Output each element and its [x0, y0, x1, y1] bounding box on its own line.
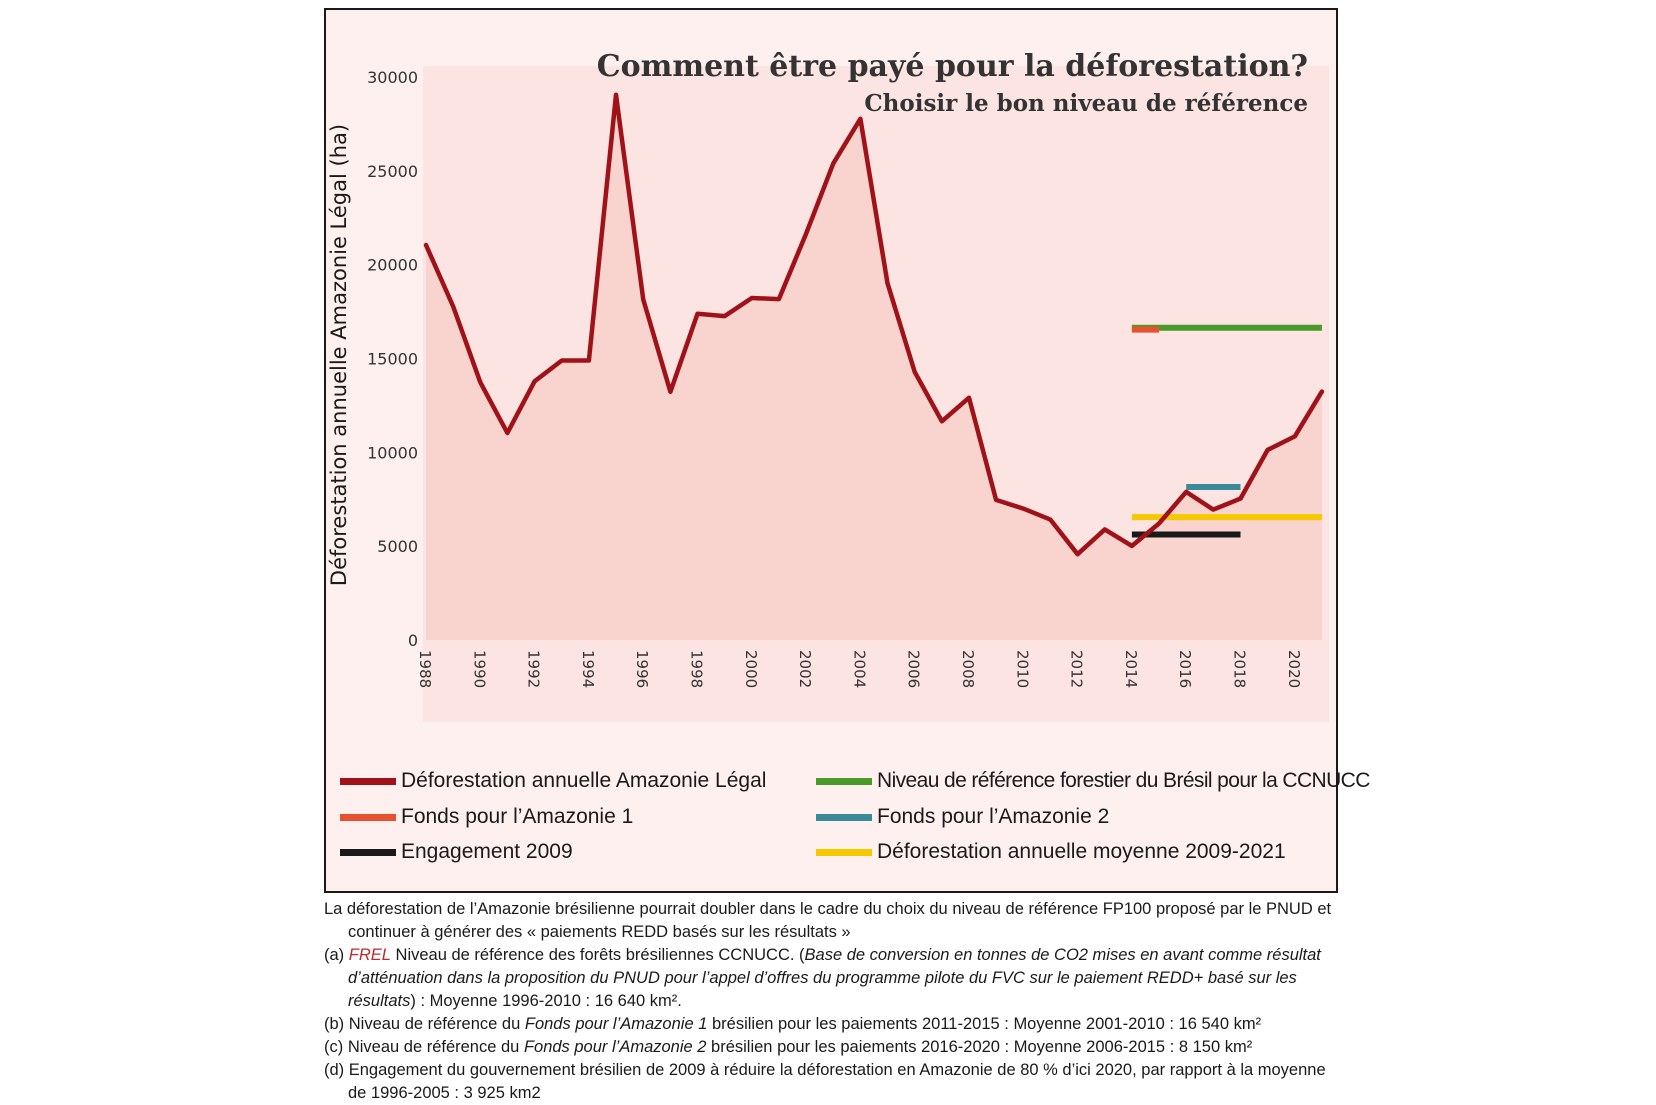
caption-note-b: (b) Niveau de référence du Fonds pour l’…: [324, 1013, 1344, 1036]
chart-subtitle: Choisir le bon niveau de référence: [864, 90, 1308, 117]
legend-item-fonds-1: Fonds pour l’Amazonie 1: [340, 800, 633, 834]
x-tick-label: 2010: [1013, 650, 1031, 688]
legend: Déforestation annuelle Amazonie Légal Ni…: [340, 764, 1370, 884]
y-tick-label: 5000: [377, 537, 418, 556]
x-tick-label: 1988: [416, 650, 434, 688]
note-c-text2: brésilien pour les paiements 2016-2020 :…: [706, 1038, 1253, 1056]
x-tick-label: 2012: [1068, 650, 1086, 688]
x-tick-label: 2014: [1122, 650, 1140, 688]
legend-label: Déforestation annuelle Amazonie Légal: [401, 769, 767, 792]
x-tick-label: 1992: [525, 650, 543, 688]
figure-frame: 0 5000 10000 15000 20000 25000 30000 1988 1990 19…: [324, 8, 1370, 893]
note-b-text1: (b) Niveau de référence du: [324, 1015, 525, 1033]
note-a-prefix: (a): [324, 946, 349, 964]
deforestation-chart: 0 5000 10000 15000 20000 25000 30000 1988 1990 19…: [327, 66, 1329, 722]
legend-swatch: [816, 813, 872, 821]
y-tick-label: 30000: [367, 68, 418, 87]
y-tick-label: 15000: [367, 350, 418, 369]
x-tick-label: 1994: [579, 650, 597, 688]
caption-main: La déforestation de l’Amazonie brésilien…: [324, 900, 1332, 941]
legend-label: Niveau de référence forestier du Brésil …: [877, 769, 1370, 792]
note-a-frel: FREL: [348, 946, 391, 964]
x-tick-label: 2006: [905, 650, 923, 688]
legend-label: Déforestation annuelle moyenne 2009-2021: [877, 840, 1286, 863]
note-c-italic: Fonds pour l’Amazonie 2: [523, 1038, 707, 1056]
legend-item-fonds-2: Fonds pour l’Amazonie 2: [816, 800, 1109, 834]
x-tick-label: 2018: [1231, 650, 1249, 688]
y-axis-label: Déforestation annuelle Amazonie Légal (h…: [327, 124, 351, 586]
x-tick-label: 1990: [470, 650, 488, 688]
deforestation-series-line: [423, 92, 1325, 557]
caption-note-d: (d) Engagement du gouvernement brésilien…: [324, 1061, 1326, 1102]
x-tick-label: 1998: [688, 650, 706, 688]
legend-item-ccnucc-reference: Niveau de référence forestier du Brésil …: [816, 764, 1370, 798]
x-tick-label: 2016: [1176, 650, 1194, 688]
note-b-italic: Fonds pour l’Amazonie 1: [524, 1015, 708, 1033]
y-tick-label: 25000: [367, 162, 418, 181]
legend-label: Engagement 2009: [401, 840, 573, 863]
title-block: Comment être payé pour la déforestation?…: [597, 46, 1308, 120]
x-tick-label: 2002: [796, 650, 814, 688]
note-a-italic: Base de conversion en tonnes de CO2 mise…: [348, 946, 1321, 1010]
y-tick-label: 0: [408, 631, 418, 650]
legend-swatch: [340, 813, 396, 821]
x-tick-label: 2020: [1285, 650, 1303, 688]
legend-label: Fonds pour l’Amazonie 1: [401, 805, 634, 828]
legend-label: Fonds pour l’Amazonie 2: [877, 805, 1110, 828]
legend-swatch: [340, 777, 396, 785]
deforestation-area-fill: [426, 94, 1322, 640]
y-tick-label: 10000: [367, 443, 418, 462]
figure-caption: La déforestation de l’Amazonie brésilien…: [324, 898, 1344, 1105]
x-tick-label: 2000: [742, 650, 760, 688]
legend-swatch: [816, 848, 872, 856]
y-tick-label: 20000: [367, 256, 418, 275]
x-tick-label: 2004: [850, 650, 868, 688]
note-c-text1: (c) Niveau de référence du: [324, 1038, 524, 1056]
x-tick-label: 2008: [959, 650, 977, 688]
legend-item-average-2009-2021: Déforestation annuelle moyenne 2009-2021: [816, 835, 1286, 869]
note-b-text2: brésilien pour les paiements 2011-2015 :…: [707, 1015, 1262, 1033]
legend-item-deforestation: Déforestation annuelle Amazonie Légal: [340, 764, 766, 798]
caption-note-a: (a) FREL Niveau de référence des forêts …: [324, 944, 1344, 1013]
note-a-text2: ) : Moyenne 1996-2010 : 16 640 km².: [410, 992, 682, 1010]
caption-note-c: (c) Niveau de référence du Fonds pour l’…: [324, 1036, 1344, 1059]
note-a-text1: Niveau de référence des forêts brésilien…: [390, 946, 805, 964]
legend-swatch: [340, 848, 396, 856]
x-tick-label: 1996: [633, 650, 651, 688]
legend-swatch: [816, 777, 872, 785]
legend-item-engagement-2009: Engagement 2009: [340, 835, 573, 869]
chart-title: Comment être payé pour la déforestation?: [596, 49, 1308, 84]
